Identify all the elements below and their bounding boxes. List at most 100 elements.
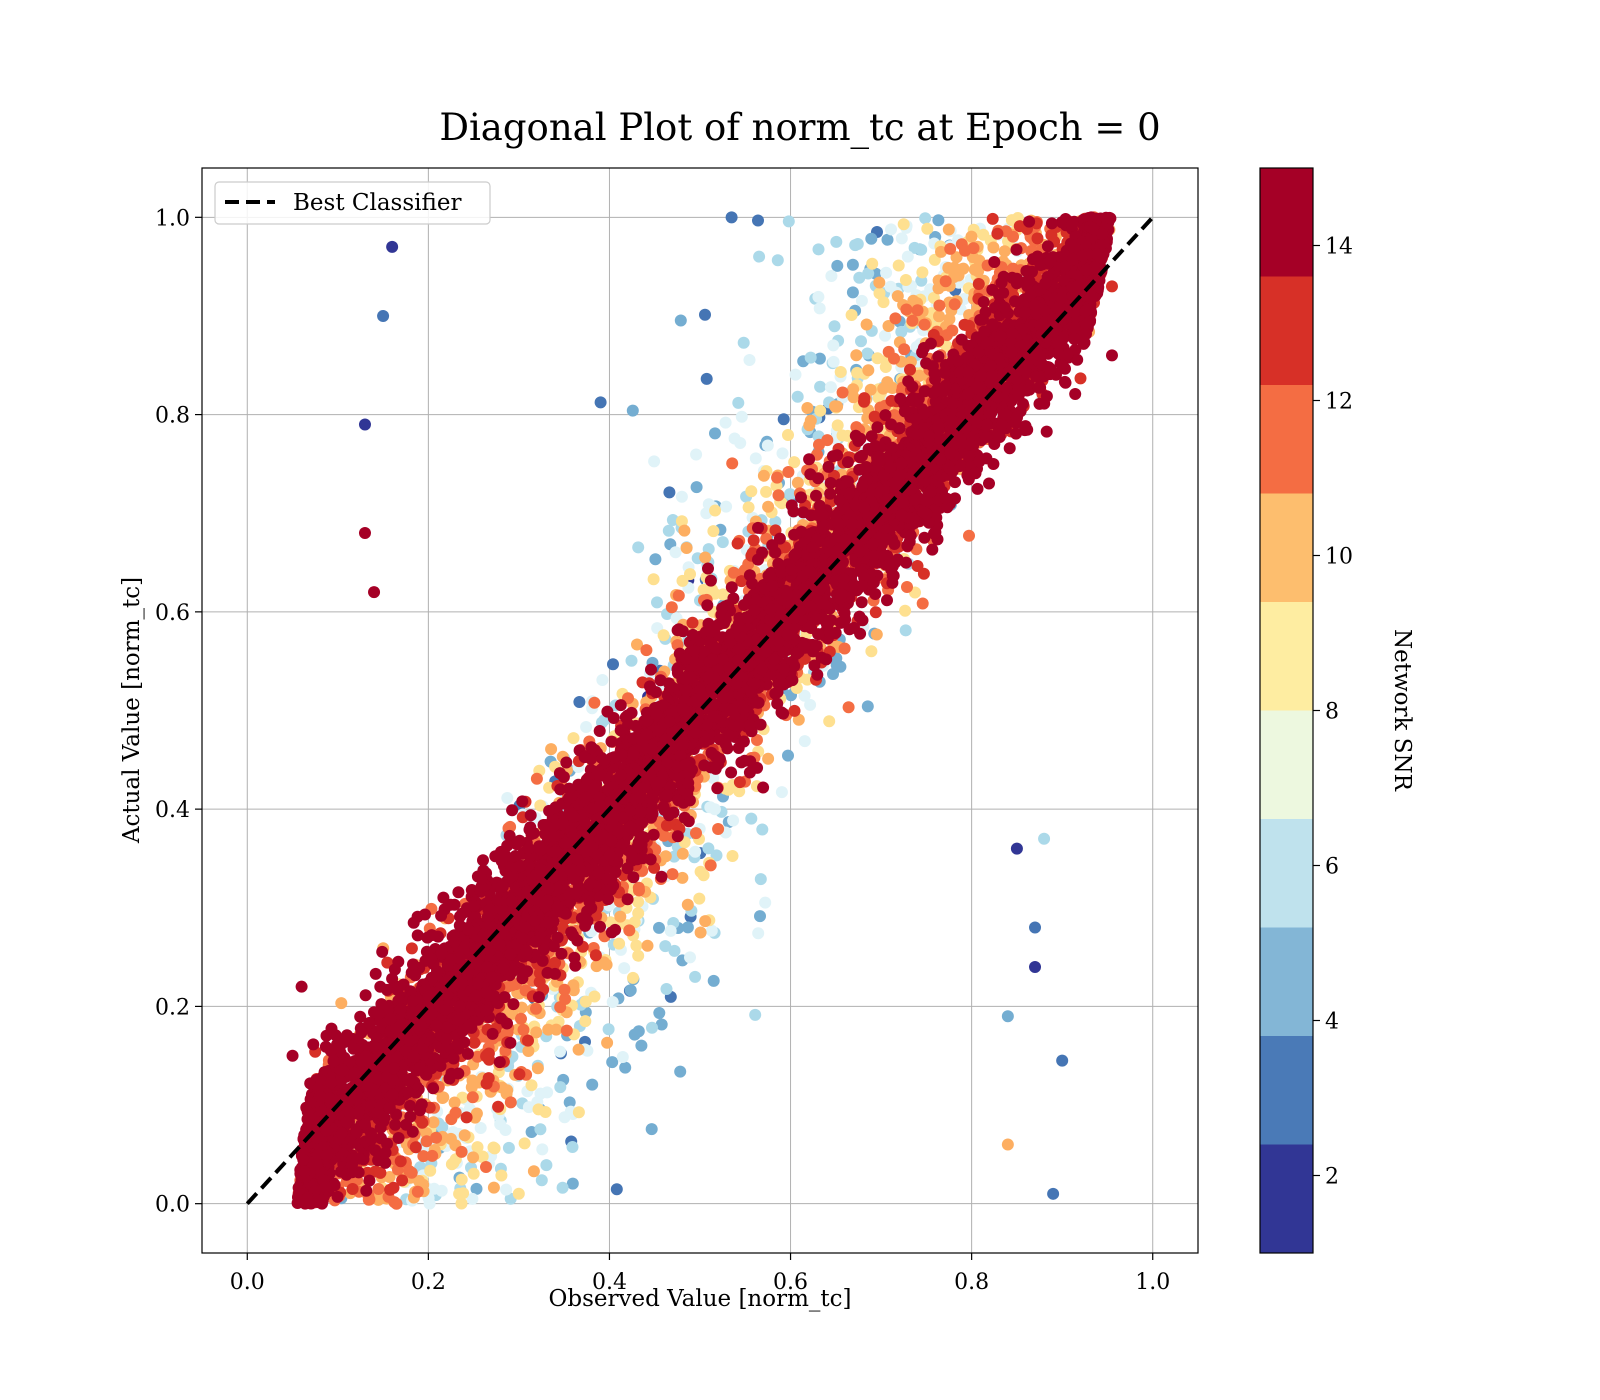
scatter-point [632, 949, 645, 962]
scatter-point [663, 486, 676, 499]
scatter-point [789, 368, 802, 381]
scatter-point [641, 939, 654, 952]
scatter-points [286, 211, 1118, 1210]
scatter-point [709, 427, 721, 440]
scatter-point [868, 410, 881, 423]
scatter-point [942, 223, 955, 236]
scatter-point [939, 275, 952, 288]
scatter-point [906, 314, 919, 327]
scatter-point [705, 924, 718, 937]
scatter-point [560, 1024, 573, 1037]
scatter-point [762, 752, 775, 765]
scatter-point [554, 1081, 567, 1094]
scatter-point [917, 567, 930, 580]
scatter-point [804, 351, 817, 364]
scatter-point [646, 1021, 658, 1034]
scatter-point [882, 320, 895, 332]
scatter-point [580, 721, 593, 733]
scatter-point [753, 250, 766, 263]
scatter-point [572, 1043, 585, 1056]
scatter-point [733, 785, 746, 798]
scatter-point [761, 439, 774, 452]
scatter-point [873, 276, 886, 289]
scatter-point [776, 447, 789, 460]
scatter-point [965, 230, 978, 243]
scatter-point [681, 898, 694, 911]
scatter-point [988, 256, 1001, 268]
scatter-point [430, 1131, 443, 1144]
scatter-point [448, 1096, 461, 1109]
scatter-point [501, 792, 514, 804]
scatter-point [1040, 425, 1053, 438]
scatter-point [420, 1135, 433, 1148]
scatter-point [403, 1165, 416, 1178]
scatter-point [963, 529, 975, 542]
scatter-point [709, 504, 722, 517]
scatter-point [813, 352, 826, 365]
scatter-point [898, 343, 911, 356]
scatter-point [842, 701, 855, 714]
scatter-point [573, 696, 586, 708]
scatter-point [838, 642, 851, 655]
scatter-point [828, 320, 841, 333]
scatter-point [704, 859, 717, 872]
scatter-point [699, 915, 712, 928]
scatter-point [616, 1051, 629, 1063]
scatter-point [495, 1169, 508, 1182]
scatter-point [908, 241, 921, 254]
scatter-point [610, 1183, 623, 1196]
scatter-point [545, 743, 558, 756]
scatter-point [921, 222, 934, 235]
scatter-point [940, 340, 953, 353]
scatter-point [522, 1034, 534, 1047]
plot-area [201, 167, 1199, 1254]
scatter-point [870, 628, 883, 641]
scatter-point [907, 294, 920, 307]
scatter-point [518, 1137, 531, 1150]
scatter-point [888, 352, 900, 365]
scatter-point [458, 1129, 471, 1142]
scatter-point [700, 372, 713, 385]
scatter-point [814, 404, 827, 417]
scatter-point [512, 1187, 525, 1200]
scatter-point [630, 939, 643, 952]
scatter-point [635, 1039, 648, 1052]
scatter-point [825, 270, 838, 282]
scatter-point [771, 254, 784, 267]
scatter-point [1010, 243, 1023, 256]
scatter-point [946, 324, 959, 337]
scatter-point [972, 265, 985, 278]
scatter-point [726, 850, 739, 862]
scatter-point [674, 314, 687, 327]
scatter-point [760, 485, 773, 498]
scatter-point [757, 781, 770, 794]
scatter-point [487, 1141, 500, 1154]
scatter-point [666, 514, 679, 526]
scatter-point [482, 1072, 495, 1085]
scatter-point [466, 1091, 479, 1104]
scatter-point [381, 956, 394, 969]
scatter-point [977, 228, 990, 241]
scatter-point [655, 1018, 668, 1031]
scatter-point [803, 419, 816, 432]
scatter-point [873, 287, 886, 300]
scatter-point [586, 1078, 599, 1091]
scatter-point [427, 1116, 440, 1129]
scatter-point [664, 924, 677, 937]
scatter-point [812, 243, 825, 256]
scatter-point [788, 456, 801, 469]
scatter-point [972, 278, 985, 290]
scatter-point [405, 942, 418, 955]
scatter-point [588, 696, 601, 709]
scatter-point [335, 997, 348, 1010]
scatter-point [535, 1174, 548, 1187]
scatter-point [493, 1056, 506, 1069]
scatter-point [500, 1183, 513, 1196]
scatter-point [707, 525, 720, 538]
scatter-point [530, 772, 543, 785]
scatter-point [788, 704, 801, 717]
scatter-point [899, 624, 912, 637]
scatter-point [869, 606, 882, 619]
scatter-point [559, 993, 572, 1005]
scatter-point [550, 1023, 563, 1036]
